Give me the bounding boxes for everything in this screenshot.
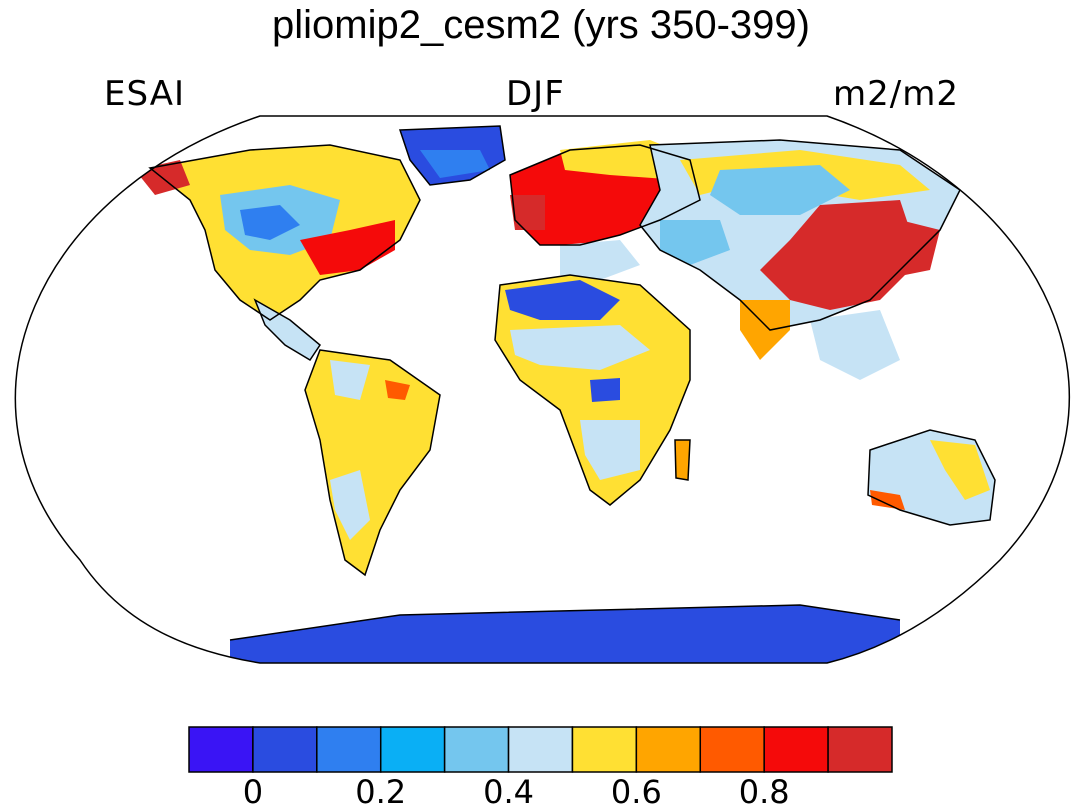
map-fill-layer [15,116,1070,663]
colorbar-box [571,726,638,773]
colorbar-box [827,726,893,773]
colorbar-tick-label: 0.8 [738,773,790,811]
colorbar-box [507,726,574,773]
colorbar-tick-label: 0.2 [355,773,407,811]
map-outline [14,115,1070,664]
variable-label: ESAI [104,74,185,114]
colorbar-box [252,726,318,773]
units-label: m2/m2 [833,74,959,114]
colorbar-box [699,726,765,773]
colorbar-box [379,726,446,773]
colorbar-tick-label: 0.4 [483,773,534,811]
season-label: DJF [506,74,565,114]
colorbar-tick-label: 0 [242,773,264,811]
antarctica-region [230,605,900,663]
colorbar-box [188,726,254,773]
map-title: pliomip2_cesm2 (yrs 350-399) [271,3,810,47]
coastlines [148,125,996,641]
south-america-region [305,350,440,575]
central-america-region [255,300,320,360]
colorbar-tick-label: 0.6 [610,773,662,811]
colorbar-box [635,726,702,773]
colorbar-box [763,726,829,773]
colorbar-boxes [188,726,893,773]
colorbar-box [316,726,382,773]
colorbar-box [443,726,510,773]
